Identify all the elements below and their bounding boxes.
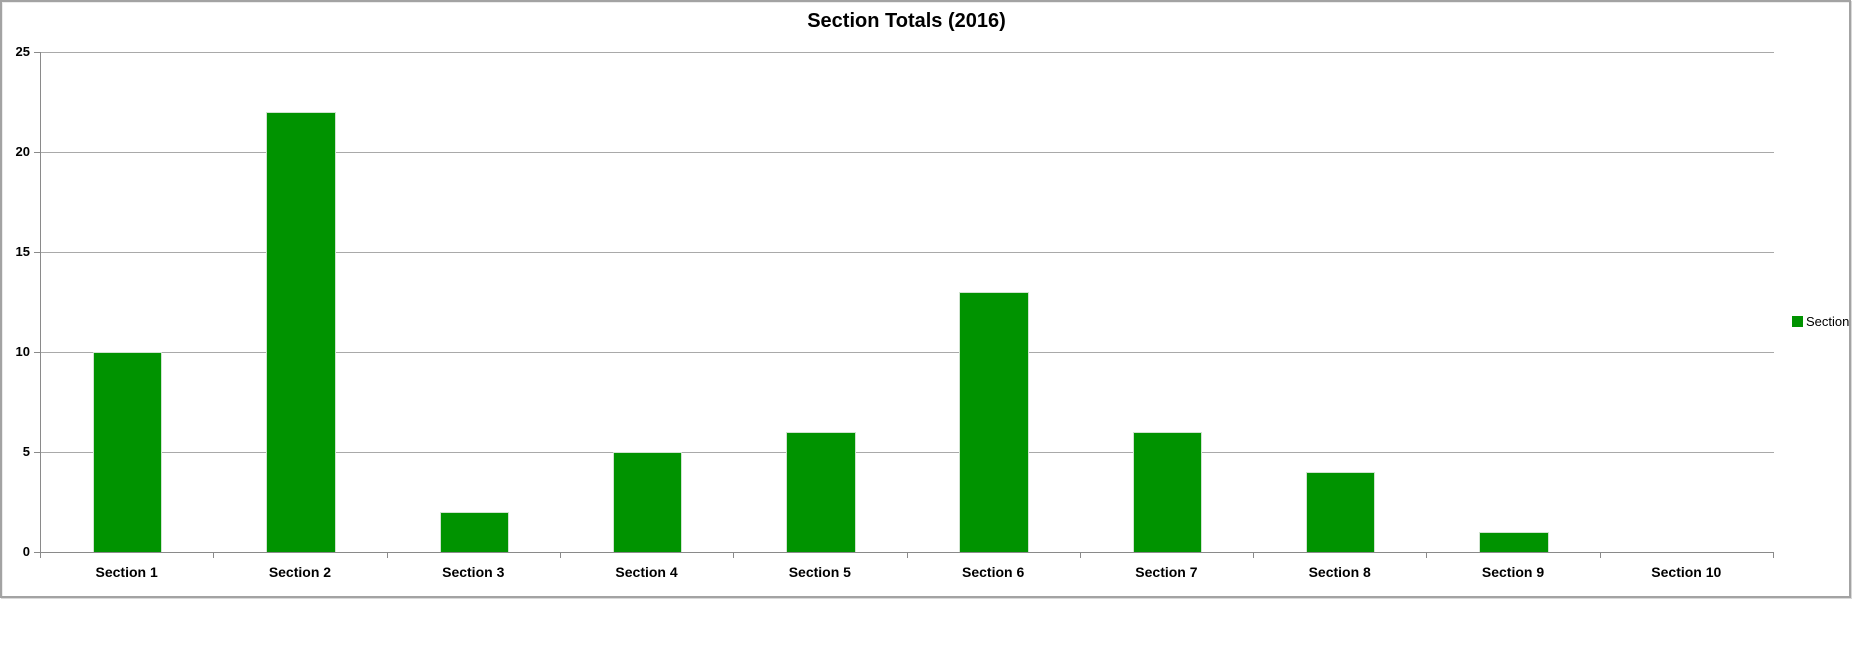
y-tick-label-5: 5 <box>22 444 30 459</box>
y-tick-mark-20 <box>34 152 40 153</box>
y-tick-mark-5 <box>34 452 40 453</box>
x-tick-mark-8 <box>1426 553 1428 558</box>
x-tick-mark-3 <box>559 553 561 558</box>
x-tick-mark-2 <box>386 553 388 558</box>
bar-section-4 <box>612 452 683 552</box>
plot-area <box>40 52 1774 553</box>
x-label-section-9: Section 9 <box>1481 564 1545 580</box>
x-tick-mark-9 <box>1599 553 1601 558</box>
x-label-section-2: Section 2 <box>268 564 332 580</box>
x-label-section-7: Section 7 <box>1135 564 1198 580</box>
bar-section-2 <box>266 112 336 552</box>
bar-section-8 <box>1306 472 1376 552</box>
bar-section-6 <box>959 292 1029 552</box>
x-label-section-1: Section 1 <box>95 564 158 580</box>
legend-label: Section <box>1806 314 1850 329</box>
y-tick-mark-25 <box>34 52 40 53</box>
x-label-section-4: Section 4 <box>615 564 678 580</box>
y-tick-label-25: 25 <box>15 44 30 59</box>
y-tick-label-15: 15 <box>15 244 30 259</box>
bar-section-3 <box>439 512 509 552</box>
legend: Section <box>1792 314 1849 329</box>
y-tick-label-20: 20 <box>15 144 30 159</box>
x-tick-mark-0 <box>40 553 41 558</box>
bar-section-9 <box>1479 532 1549 552</box>
gridline-10 <box>41 352 1774 353</box>
bar-section-7 <box>1132 432 1203 552</box>
x-axis-labels: Section 1 Section 2 Section 3 Section 4 Sect… <box>40 564 1773 588</box>
x-label-section-3: Section 3 <box>442 564 505 580</box>
x-tick-mark-6 <box>1079 553 1081 558</box>
gridline-20 <box>41 152 1774 153</box>
gridline-15 <box>41 252 1774 253</box>
y-tick-mark-0 <box>34 552 40 553</box>
x-tick-mark-10 <box>1773 553 1774 558</box>
y-tick-label-0: 0 <box>22 544 30 559</box>
bar-section-1 <box>92 352 163 552</box>
x-tick-mark-5 <box>906 553 908 558</box>
x-tick-mark-4 <box>733 553 735 558</box>
y-tick-mark-15 <box>34 252 40 253</box>
x-label-section-5: Section 5 <box>788 564 851 580</box>
x-label-section-6: Section 6 <box>962 564 1025 580</box>
x-tick-mark-1 <box>213 553 215 558</box>
y-tick-mark-10 <box>34 352 40 353</box>
legend-swatch-icon <box>1792 316 1803 327</box>
y-tick-label-10: 10 <box>15 344 30 359</box>
chart-title: Section Totals (2016) <box>807 10 1006 32</box>
gridline-5 <box>41 452 1774 453</box>
bar-section-5 <box>786 432 856 552</box>
chart-frame: Section Totals (2016) 0 5 10 15 20 25 Section… <box>0 0 1851 598</box>
x-tick-mark-7 <box>1253 553 1255 558</box>
x-label-section-10: Section 10 <box>1651 564 1722 580</box>
x-label-section-8: Section 8 <box>1308 564 1371 580</box>
gridline-25 <box>41 52 1774 53</box>
